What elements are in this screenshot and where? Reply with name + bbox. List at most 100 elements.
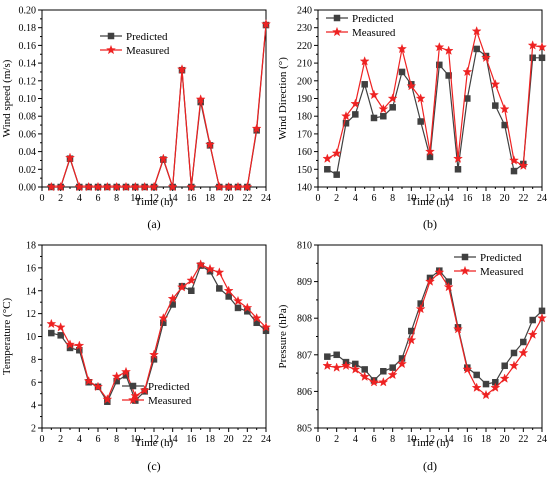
data-point	[324, 166, 331, 173]
x-axis-title: Time (h)	[411, 437, 450, 449]
data-point	[359, 371, 370, 381]
legend: Predicted Measured	[100, 31, 170, 57]
y-tick-label: 0.04	[19, 147, 37, 158]
data-point	[445, 72, 452, 79]
data-point	[102, 394, 113, 404]
legend-label: Measured	[126, 45, 170, 57]
data-point	[55, 322, 66, 332]
data-point	[518, 160, 529, 170]
panel-label: (c)	[147, 459, 160, 473]
x-tick-label: 18	[481, 193, 491, 204]
panel-label: (a)	[147, 217, 160, 231]
y-tick-label: 8	[31, 355, 36, 366]
data-point	[538, 54, 546, 62]
data-point	[378, 103, 389, 114]
x-tick-label: 0	[40, 434, 45, 445]
data-point	[324, 353, 331, 360]
data-point	[537, 41, 547, 52]
data-point	[443, 45, 454, 55]
x-tick-label: 22	[518, 193, 528, 204]
x-tick-label: 6	[372, 193, 377, 204]
data-point	[333, 351, 340, 359]
chart-panel-4: 0 2 4 6 8 10 12 14 16 18 20 22 24805806807808809810T…	[277, 241, 547, 474]
data-point	[139, 181, 150, 192]
data-point	[490, 79, 501, 89]
data-point	[490, 382, 501, 392]
data-point	[234, 304, 242, 312]
y-tick-label: 0.08	[19, 112, 37, 123]
data-point	[434, 267, 445, 277]
x-tick-label: 4	[353, 434, 358, 445]
data-point	[387, 93, 398, 103]
data-point	[48, 329, 55, 337]
data-point	[387, 369, 398, 380]
legend-marker	[107, 32, 115, 40]
data-point	[65, 152, 75, 162]
x-tick-label: 2	[58, 193, 63, 204]
x-tick-label: 24	[537, 434, 547, 445]
data-point	[121, 181, 131, 192]
x-tick-label: 0	[40, 193, 45, 204]
data-point	[111, 181, 122, 192]
legend-marker	[129, 382, 137, 390]
x-tick-label: 22	[242, 193, 252, 204]
data-point	[453, 323, 463, 334]
data-point	[177, 64, 187, 74]
data-point	[492, 102, 499, 109]
y-tick-label: 808	[297, 314, 312, 325]
y-tick-label: 190	[297, 94, 312, 105]
data-point	[261, 18, 271, 29]
data-point	[482, 380, 490, 388]
y-tick-label: 180	[297, 112, 312, 123]
x-tick-label: 20	[500, 193, 510, 204]
data-point	[509, 155, 519, 165]
x-tick-label: 24	[537, 193, 547, 204]
data-point	[529, 54, 536, 62]
data-point	[454, 166, 462, 173]
data-point	[471, 26, 482, 36]
y-tick-label: 0.16	[19, 41, 37, 52]
data-point	[378, 377, 389, 387]
x-tick-label: 24	[261, 193, 271, 204]
data-point	[121, 366, 131, 377]
data-point	[501, 362, 508, 370]
chart-panel-1: 0 2 4 6 8 10 12 14 16 18 20 22 240.000.020.040.060.0…	[1, 6, 271, 232]
y-tick-label: 210	[297, 59, 312, 70]
data-point	[359, 56, 370, 66]
series-line	[327, 269, 543, 385]
data-point	[149, 181, 159, 192]
x-tick-label: 2	[334, 193, 339, 204]
legend: Predicted Measured	[454, 252, 524, 278]
data-point	[205, 139, 215, 149]
data-point	[397, 43, 407, 54]
data-point	[251, 123, 262, 133]
x-tick-label: 10	[406, 193, 416, 204]
x-tick-label: 22	[518, 434, 528, 445]
data-point	[509, 360, 519, 370]
x-tick-label: 16	[186, 434, 196, 445]
data-point	[342, 120, 350, 127]
series-measured	[46, 259, 271, 404]
x-tick-label: 8	[390, 193, 395, 204]
data-point	[233, 295, 243, 306]
x-tick-label: 12	[425, 434, 435, 445]
data-point	[434, 41, 445, 52]
legend-label: Predicted	[480, 252, 522, 264]
x-tick-label: 14	[168, 434, 178, 445]
y-tick-label: 0.00	[19, 183, 37, 194]
data-point	[186, 275, 197, 285]
data-point	[426, 153, 434, 161]
y-tick-label: 0.20	[19, 6, 37, 17]
legend-label: Measured	[352, 27, 396, 39]
y-tick-label: 0.18	[19, 23, 37, 34]
y-axis-title: Pressure (hPa)	[277, 304, 289, 368]
data-point	[83, 181, 94, 192]
y-tick-label: 4	[31, 401, 36, 412]
data-point	[415, 93, 426, 103]
y-tick-label: 0.14	[19, 59, 37, 70]
data-point	[93, 181, 103, 192]
data-point	[322, 360, 333, 370]
data-point	[369, 377, 379, 387]
series-measured	[46, 18, 271, 192]
